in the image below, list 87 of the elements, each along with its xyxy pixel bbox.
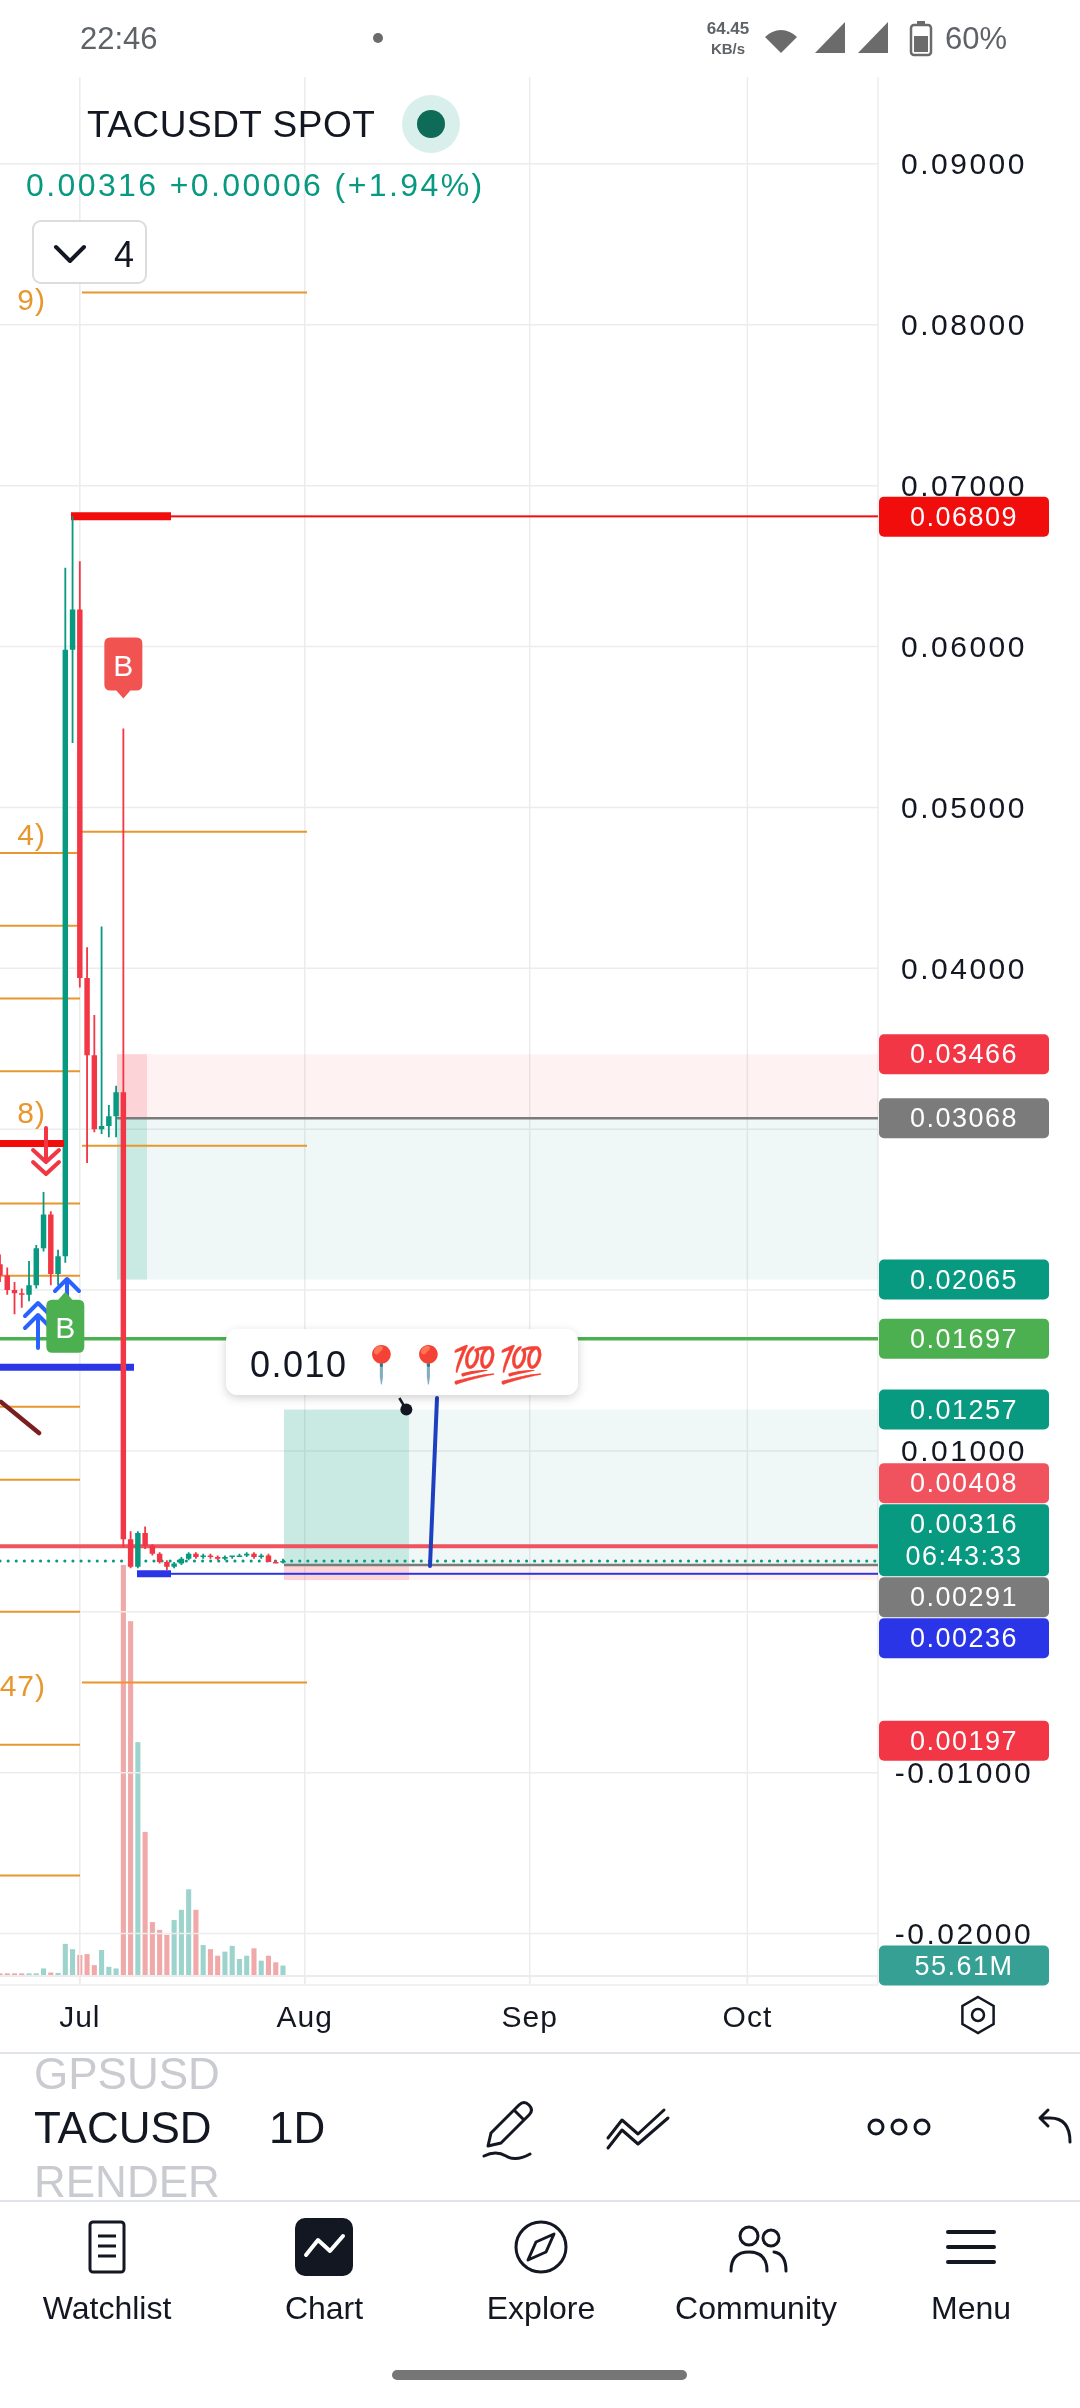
- bar: [62, 1943, 68, 1975]
- bar: [91, 1965, 97, 1975]
- annotation: 8): [17, 1095, 46, 1129]
- bar: [120, 1565, 126, 1975]
- bar: [273, 1962, 279, 1975]
- text: 0.00197: [909, 1725, 1019, 1756]
- y-tick-label: -0.01000: [894, 1756, 1034, 1790]
- bar: [157, 1929, 163, 1975]
- ref-line-label: 0.03068: [909, 1103, 1019, 1134]
- bar: [113, 1968, 119, 1975]
- bar: [135, 1742, 141, 1975]
- bar: [200, 1945, 206, 1975]
- candlestick: [214, 1555, 221, 1561]
- bar: [186, 1889, 192, 1975]
- bar: [222, 1951, 228, 1975]
- candlestick: [26, 1261, 32, 1302]
- bar: [41, 1968, 47, 1975]
- band-label: 0.01257: [909, 1394, 1019, 1425]
- y-tick-label: 0.05000: [901, 790, 1027, 824]
- candlestick: [229, 1555, 235, 1559]
- annotation: 4): [17, 817, 46, 851]
- candlestick: [193, 1552, 199, 1559]
- ref-line-label: 0.00408: [909, 1468, 1019, 1499]
- ref-line-label: 0.00236: [909, 1623, 1019, 1654]
- ref-line-label: 0.01697: [909, 1323, 1019, 1354]
- text: KB/s: [710, 39, 746, 57]
- text: TACUSDT SPOT: [87, 104, 376, 145]
- bar: [258, 1960, 264, 1975]
- ref-line-label: 0.00291: [909, 1582, 1019, 1613]
- bar: [55, 1972, 61, 1975]
- text: 22:46: [80, 20, 158, 56]
- x-tick-label: Jul: [59, 1999, 101, 2033]
- y-tick-label: 0.07000: [901, 469, 1027, 503]
- text: 1D: [269, 2102, 326, 2152]
- band-label: 0.02065: [909, 1264, 1019, 1295]
- annotation: 0.010 📍📍💯💯: [250, 1343, 546, 1385]
- y-tick-label: 0.06000: [901, 630, 1027, 663]
- text: 64.45: [706, 18, 750, 38]
- bar: [70, 1949, 76, 1975]
- text: Menu: [930, 2290, 1012, 2326]
- annotation: B: [55, 1310, 76, 1344]
- bar: [236, 1959, 242, 1975]
- annotation: B: [113, 648, 134, 682]
- ref-line-label: 0.06809: [909, 501, 1019, 532]
- bar: [229, 1945, 235, 1975]
- candlestick: [84, 947, 90, 1163]
- x-tick-label: Oct: [722, 1999, 773, 2033]
- x-tick-label: Aug: [276, 1999, 333, 2033]
- bar: [193, 1909, 199, 1975]
- bar: [142, 1831, 148, 1975]
- bar: [178, 1909, 184, 1975]
- y-tick-label: 0.09000: [901, 147, 1027, 181]
- y-tick-label: 0.08000: [901, 308, 1027, 342]
- candlestick: [251, 1552, 257, 1559]
- candlestick: [19, 1288, 25, 1308]
- candlestick: [106, 1105, 112, 1138]
- text: 55.61M: [914, 1950, 1014, 1981]
- y-tick-label: 0.04000: [901, 951, 1027, 985]
- bar: [164, 1934, 170, 1975]
- text: 60%: [945, 20, 1008, 56]
- y-tick-label: 0.01000: [901, 1434, 1027, 1468]
- annotation: 4: [114, 233, 135, 275]
- text: Explore: [486, 2290, 596, 2326]
- text: TACUSD: [34, 2102, 212, 2152]
- bar: [251, 1948, 257, 1975]
- bar: [149, 1922, 155, 1975]
- text: Community: [675, 2290, 837, 2326]
- bar: [84, 1954, 90, 1975]
- text: 0.00316 +0.00006 (+1.94%): [26, 167, 485, 203]
- band-label: 0.03466: [909, 1039, 1019, 1070]
- ref-line-label: 0.00316 06:43:33: [905, 1509, 1023, 1572]
- x-tick-label: Sep: [501, 1999, 558, 2033]
- bar: [265, 1955, 272, 1975]
- text: Watchlist: [42, 2290, 172, 2326]
- text: Chart: [284, 2290, 364, 2326]
- bar: [99, 1949, 105, 1975]
- bar: [128, 1621, 134, 1975]
- bar: [280, 1965, 286, 1975]
- y-tick-label: -0.02000: [894, 1917, 1034, 1951]
- annotation: 47): [0, 1668, 46, 1702]
- annotation: 9): [17, 282, 46, 316]
- bar: [207, 1949, 213, 1975]
- bar: [171, 1920, 177, 1975]
- bar: [215, 1955, 221, 1975]
- bar: [244, 1955, 250, 1975]
- candlestick: [164, 1560, 170, 1570]
- bar: [106, 1966, 112, 1975]
